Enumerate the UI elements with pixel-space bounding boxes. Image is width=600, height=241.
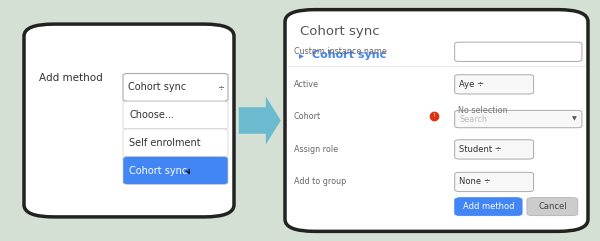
FancyBboxPatch shape <box>123 101 228 129</box>
Text: Cohort sync: Cohort sync <box>300 25 380 38</box>
Text: Student ÷: Student ÷ <box>460 145 502 154</box>
FancyBboxPatch shape <box>455 42 582 61</box>
FancyBboxPatch shape <box>455 198 522 216</box>
Polygon shape <box>239 96 281 145</box>
Text: Add method: Add method <box>39 73 103 83</box>
Text: Cohort: Cohort <box>294 112 321 121</box>
Text: None ÷: None ÷ <box>460 177 491 187</box>
Text: Cohort sync: Cohort sync <box>128 82 186 92</box>
Text: !: ! <box>433 113 435 118</box>
Text: ÷: ÷ <box>217 83 224 92</box>
Text: Custom instance name: Custom instance name <box>294 47 387 56</box>
Text: Aye ÷: Aye ÷ <box>460 80 484 89</box>
FancyBboxPatch shape <box>455 75 533 94</box>
Text: Cancel: Cancel <box>538 202 566 211</box>
FancyBboxPatch shape <box>285 10 588 231</box>
Text: Add method: Add method <box>463 202 514 211</box>
Text: Assign role: Assign role <box>294 145 338 154</box>
FancyBboxPatch shape <box>455 140 533 159</box>
FancyBboxPatch shape <box>123 129 228 157</box>
FancyBboxPatch shape <box>527 198 578 216</box>
Text: ▸: ▸ <box>299 50 304 60</box>
Text: Active: Active <box>294 80 319 89</box>
Text: No selection: No selection <box>458 106 508 115</box>
Text: Add to group: Add to group <box>294 177 346 187</box>
FancyBboxPatch shape <box>455 172 533 192</box>
FancyBboxPatch shape <box>123 157 228 184</box>
Text: ▼: ▼ <box>572 117 577 121</box>
Text: Choose...: Choose... <box>129 110 174 120</box>
Text: Search: Search <box>460 114 487 124</box>
Text: Cohort sync: Cohort sync <box>129 166 187 175</box>
FancyBboxPatch shape <box>24 24 234 217</box>
FancyBboxPatch shape <box>123 74 228 101</box>
Text: Cohort sync: Cohort sync <box>312 50 386 60</box>
Text: Self enrolment: Self enrolment <box>129 138 200 148</box>
FancyBboxPatch shape <box>455 110 582 128</box>
